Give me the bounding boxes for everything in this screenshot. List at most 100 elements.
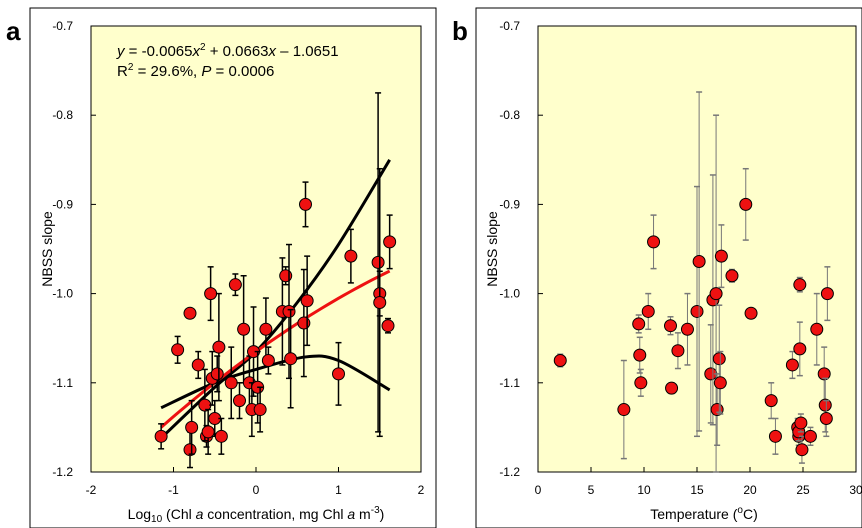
point-marker: [713, 376, 727, 390]
data-point: [183, 431, 197, 469]
data-point: [819, 399, 833, 438]
y-tick-label: -1.0: [52, 287, 73, 301]
point-marker: [617, 403, 631, 417]
data-point: [712, 304, 726, 413]
data-point: [632, 314, 646, 334]
x-tick-label: 0: [253, 483, 260, 497]
data-point: [383, 214, 397, 270]
data-point: [237, 275, 251, 384]
data-point: [794, 413, 808, 433]
point-marker: [714, 249, 728, 263]
point-marker: [373, 296, 387, 310]
point-marker: [204, 287, 218, 301]
y-tick-label: -0.8: [52, 108, 73, 122]
point-marker: [764, 394, 778, 408]
x-tick-label: 0: [535, 483, 542, 497]
data-point: [154, 423, 168, 450]
point-marker: [819, 411, 833, 425]
point-marker: [299, 197, 312, 211]
data-point: [208, 399, 222, 438]
data-point: [764, 382, 778, 420]
point-marker: [795, 443, 809, 457]
point-marker: [154, 429, 168, 443]
point-marker: [793, 342, 807, 356]
x-tick-label: 15: [690, 483, 704, 497]
point-marker: [692, 254, 706, 268]
data-point: [810, 292, 824, 366]
panel-a-y-axis: -1.2 -1.1 -1.0 -0.9 -0.8 -0.7: [52, 19, 96, 479]
data-point: [739, 167, 753, 241]
point-marker: [344, 249, 358, 263]
panel-b-y-axis: -1.2 -1.1 -1.0 -0.9 -0.8 -0.7: [499, 19, 543, 479]
panel-b-x-axis: 0 5 10 15 20 25 30: [535, 467, 862, 497]
point-marker: [228, 278, 242, 292]
point-marker: [214, 429, 228, 443]
data-point: [284, 308, 298, 409]
data-point: [793, 321, 807, 377]
y-tick-label: -0.9: [52, 197, 73, 211]
data-point: [183, 306, 197, 320]
point-marker: [634, 376, 648, 390]
data-point: [647, 214, 661, 270]
y-tick-label: -0.8: [499, 108, 520, 122]
x-tick-label: 5: [588, 483, 595, 497]
point-marker: [739, 197, 753, 211]
point-marker: [632, 317, 646, 331]
panel-a-letter: a: [6, 16, 21, 46]
panel-b-x-axis-label: Temperature (oC): [650, 505, 758, 522]
data-point: [634, 368, 648, 397]
data-point: [641, 292, 655, 331]
point-marker: [744, 306, 758, 320]
point-marker: [725, 269, 739, 283]
point-marker: [665, 381, 679, 395]
data-point: [214, 417, 228, 455]
panel-a-regression-fit-line: [160, 269, 391, 429]
panel-a-x-axis-label: Log10 (Chl a concentration, mg Chl a m-3…: [128, 505, 385, 525]
data-point: [224, 346, 238, 420]
data-point: [344, 228, 358, 284]
point-marker: [381, 319, 395, 333]
y-tick-label: -0.7: [499, 19, 520, 33]
point-marker: [282, 304, 296, 318]
data-point: [617, 359, 631, 460]
panel-a-r-squared: R2 = 29.6%, P = 0.0006: [117, 62, 274, 80]
point-marker: [183, 443, 197, 457]
data-point: [247, 306, 261, 397]
data-point: [704, 324, 718, 424]
point-marker: [224, 376, 238, 390]
data-point: [171, 335, 185, 364]
data-point: [820, 266, 834, 322]
data-point: [185, 399, 199, 455]
x-tick-label: 2: [418, 483, 425, 497]
y-tick-label: -1.2: [52, 465, 73, 479]
panel-a: a -1.2 -1.1 -1.0 -0.9 -0.8 -0.7 -2 -1 0 1 2 y = -…: [6, 7, 437, 528]
point-marker: [297, 316, 311, 330]
x-tick-label: 30: [849, 483, 862, 497]
y-tick-label: -0.7: [52, 19, 73, 33]
data-point: [803, 426, 817, 446]
data-point: [381, 317, 395, 334]
point-marker: [709, 287, 723, 301]
data-point: [233, 382, 246, 420]
data-point: [664, 316, 677, 336]
data-point: [665, 381, 679, 395]
point-marker: [633, 348, 647, 362]
point-marker: [820, 287, 834, 301]
data-point: [692, 91, 706, 432]
panel-b-data-points: [553, 91, 834, 473]
point-marker: [712, 352, 726, 366]
data-point: [785, 350, 799, 380]
data-point: [212, 292, 226, 402]
panel-b-frame: [475, 7, 862, 528]
x-tick-label: 1: [335, 483, 342, 497]
point-marker: [284, 352, 298, 366]
point-marker: [810, 322, 824, 336]
data-point: [633, 336, 647, 374]
panel-a-data-points: [154, 92, 397, 469]
point-marker: [553, 354, 567, 367]
panel-b-letter: b: [452, 16, 468, 46]
point-marker: [680, 322, 694, 336]
point-marker: [212, 340, 226, 354]
data-point: [725, 268, 739, 283]
